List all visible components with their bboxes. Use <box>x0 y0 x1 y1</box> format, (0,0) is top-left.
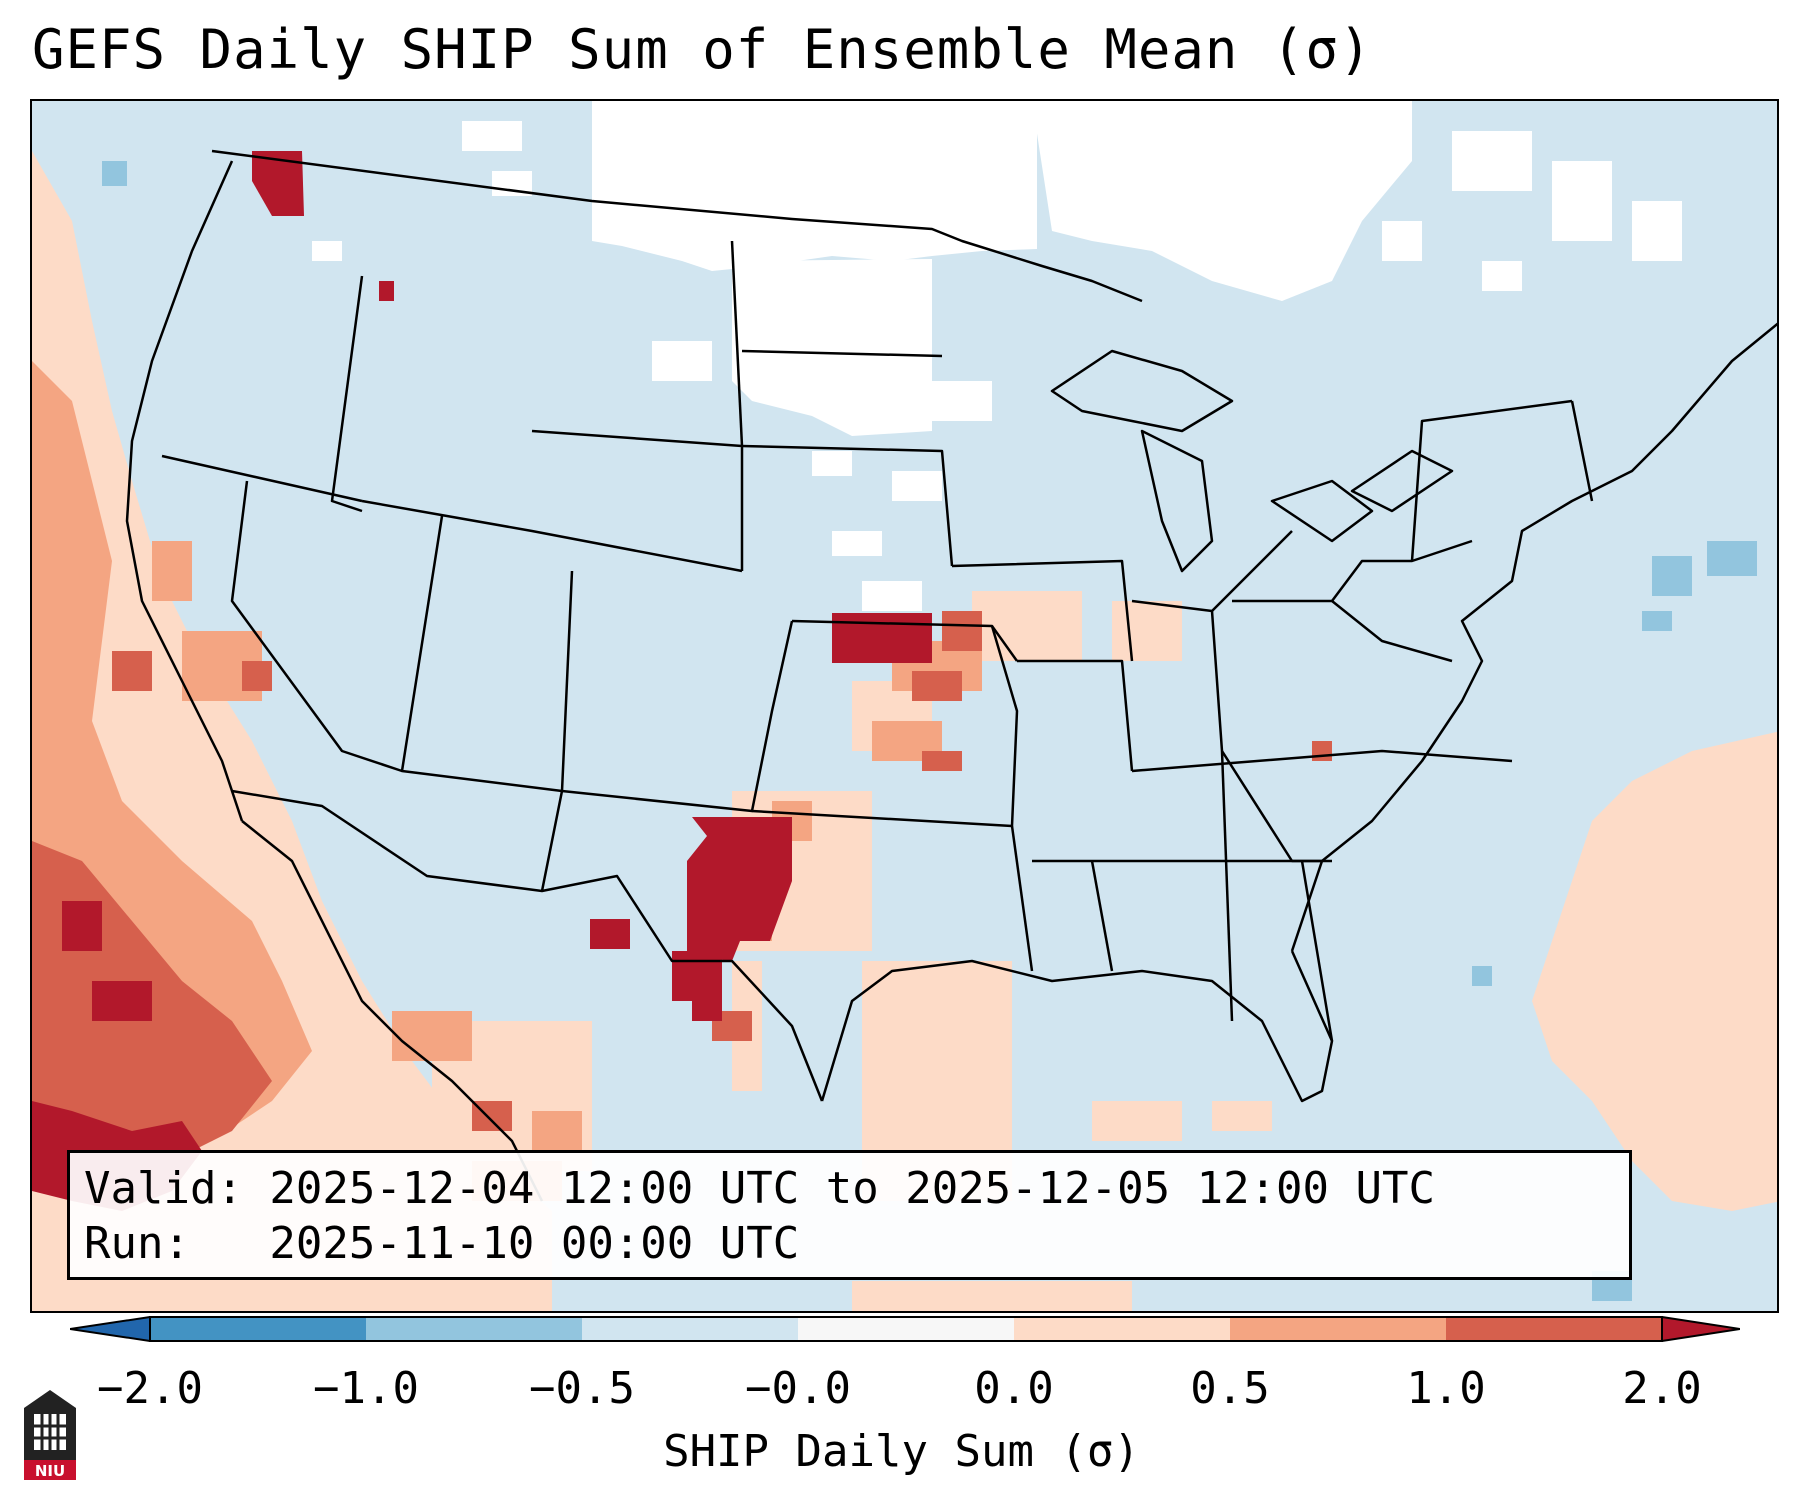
colorbar <box>70 1316 1740 1342</box>
niu-logo: NIU <box>24 1390 76 1480</box>
colorbar-tick-label: 2.0 <box>1622 1363 1702 1414</box>
svg-text:NIU: NIU <box>35 1462 65 1480</box>
run-line: Run: 2025-11-10 00:00 UTC <box>84 1218 800 1269</box>
negative-anomaly-spots <box>102 161 1757 1301</box>
colorbar-tick-label: −0.5 <box>529 1363 635 1414</box>
colorbar-segment-neg1-neg05 <box>366 1317 582 1341</box>
colorbar-tick-label: 0.0 <box>974 1363 1054 1414</box>
colorbar-segment-0-05 <box>1014 1317 1230 1341</box>
colorbar-tick-label: −0.0 <box>745 1363 851 1414</box>
validity-info-box: Valid: 2025-12-04 12:00 UTC to 2025-12-0… <box>67 1150 1632 1280</box>
colorbar-tick-label: −2.0 <box>97 1363 203 1414</box>
colorbar-segment-05-1 <box>1230 1317 1446 1341</box>
colorbar-segment-1-2 <box>1446 1317 1662 1341</box>
colorbar-label: SHIP Daily Sum (σ) <box>663 1426 1140 1477</box>
colorbar-tick-label: 0.5 <box>1190 1363 1270 1414</box>
map-panel <box>30 99 1779 1313</box>
colorbar-extend-low <box>70 1316 151 1342</box>
colorbar-segment-neg2-neg1 <box>150 1317 366 1341</box>
map-canvas <box>32 101 1777 1311</box>
map-borders <box>125 149 1777 1202</box>
colorbar-segment-neg05-0 <box>582 1317 798 1341</box>
chart-title: GEFS Daily SHIP Sum of Ensemble Mean (σ) <box>32 18 1373 81</box>
valid-line: Valid: 2025-12-04 12:00 UTC to 2025-12-0… <box>84 1163 1436 1214</box>
colorbar-segment-zero-band <box>798 1317 1014 1341</box>
colorbar-tick-label: 1.0 <box>1406 1363 1486 1414</box>
colorbar-extend-high <box>1661 1316 1740 1342</box>
colorbar-tick-label: −1.0 <box>313 1363 419 1414</box>
